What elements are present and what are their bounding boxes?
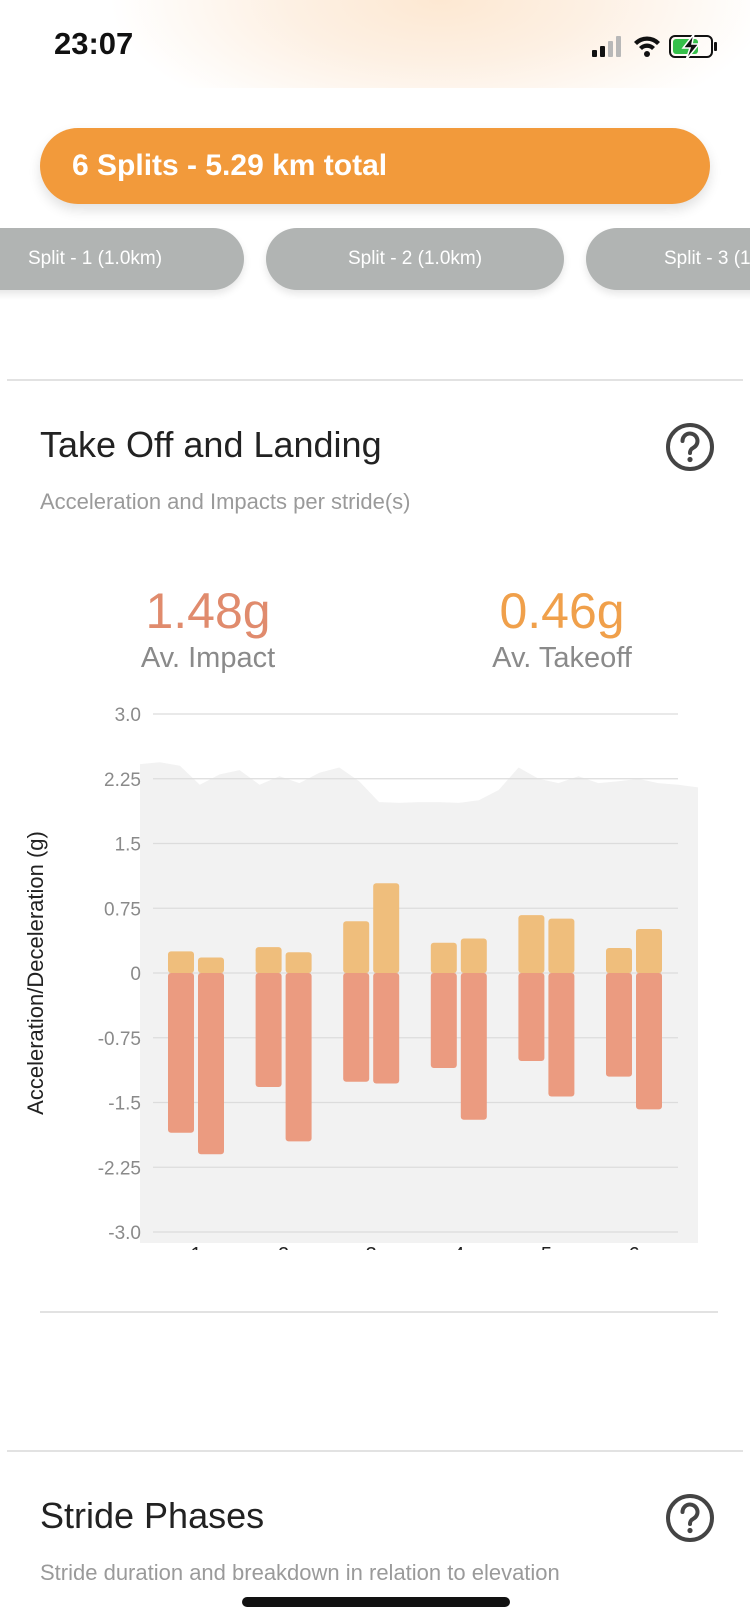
takeoff-bar [548,918,575,973]
impact-bar [285,973,312,1142]
takeoff-value: 0.46g [499,583,625,639]
splits-summary-button[interactable]: 6 Splits - 5.29 km total [40,128,710,204]
x-tick-label: 3 [366,1244,377,1250]
battery-charging-icon [669,33,717,61]
status-time: 23:07 [54,26,134,61]
y-tick-label: 2.25 [104,770,141,791]
take-off-landing-help-icon[interactable] [664,421,716,473]
impact-bar [343,973,370,1082]
stride-phases-subtitle: Stride duration and breakdown in relatio… [40,1560,560,1585]
takeoff-bar [285,952,312,973]
y-tick-label: 0.75 [104,899,141,920]
impact-bar [373,973,400,1084]
impact-bar [636,973,662,1110]
take-off-landing-title: Take Off and Landing [40,424,382,465]
section-divider [40,1311,718,1313]
home-indicator [242,1597,510,1607]
x-tick-label: 4 [453,1244,464,1250]
impact-bar [548,973,575,1097]
y-tick-label: -1.5 [108,1094,141,1115]
takeoff-bar [168,951,194,973]
impact-bar [460,973,487,1120]
impact-bar [198,973,224,1155]
y-axis-label: Acceleration/Deceleration (g) [23,831,48,1115]
split-selector[interactable]: Split - 1 (1.0km) Split - 2 (1.0km) Spli… [0,228,750,300]
takeoff-bar [198,957,224,973]
x-tick-label: 2 [278,1244,289,1250]
x-tick-label: 5 [541,1244,552,1250]
x-tick-label: 1 [190,1244,201,1250]
impact-bar [518,973,545,1062]
takeoff-bar [518,915,545,973]
takeoff-label: Av. Takeoff [492,642,632,674]
y-tick-label: -2.25 [98,1158,141,1179]
impact-bar [255,973,282,1087]
x-tick-label: 6 [628,1244,639,1250]
impact-bar [606,973,632,1077]
take-off-landing-subtitle: Acceleration and Impacts per stride(s) [40,489,411,514]
split-tab-3[interactable]: Split - 3 (1.0km) [586,228,750,290]
y-tick-label: -3.0 [108,1223,141,1244]
wifi-icon [634,36,660,57]
y-tick-label: 0 [130,964,141,985]
status-bar: 23:07 [0,0,750,88]
takeoff-bar [430,942,457,973]
takeoff-bar [255,947,282,973]
impact-bar [168,973,194,1133]
chart-background-profile [140,762,698,1243]
takeoff-bar [343,921,370,973]
impact-label: Av. Impact [140,642,276,674]
status-icons [592,33,717,61]
section-divider [7,1450,743,1452]
stride-phases-title: Stride Phases [40,1495,265,1536]
takeoff-bar [460,938,487,973]
takeoff-bar [606,947,632,973]
impact-bar [430,973,457,1068]
split-tab-2[interactable]: Split - 2 (1.0km) [266,228,564,290]
impact-chart: 3.0 2.25 1.5 0.75 0 -0.75 -1.5 -2.25 -3.0 Acceler… [23,705,698,1250]
cellular-signal-icon [592,36,621,57]
y-tick-label: -0.75 [98,1029,141,1050]
y-tick-label: 1.5 [115,835,141,856]
stride-phases-help-icon[interactable] [664,1492,716,1544]
section-divider [7,379,743,381]
takeoff-bar [636,928,662,973]
impact-value: 1.48g [145,583,271,639]
split-tab-1[interactable]: Split - 1 (1.0km) [0,228,244,290]
takeoff-bar [373,883,400,973]
y-tick-label: 3.0 [115,705,141,726]
